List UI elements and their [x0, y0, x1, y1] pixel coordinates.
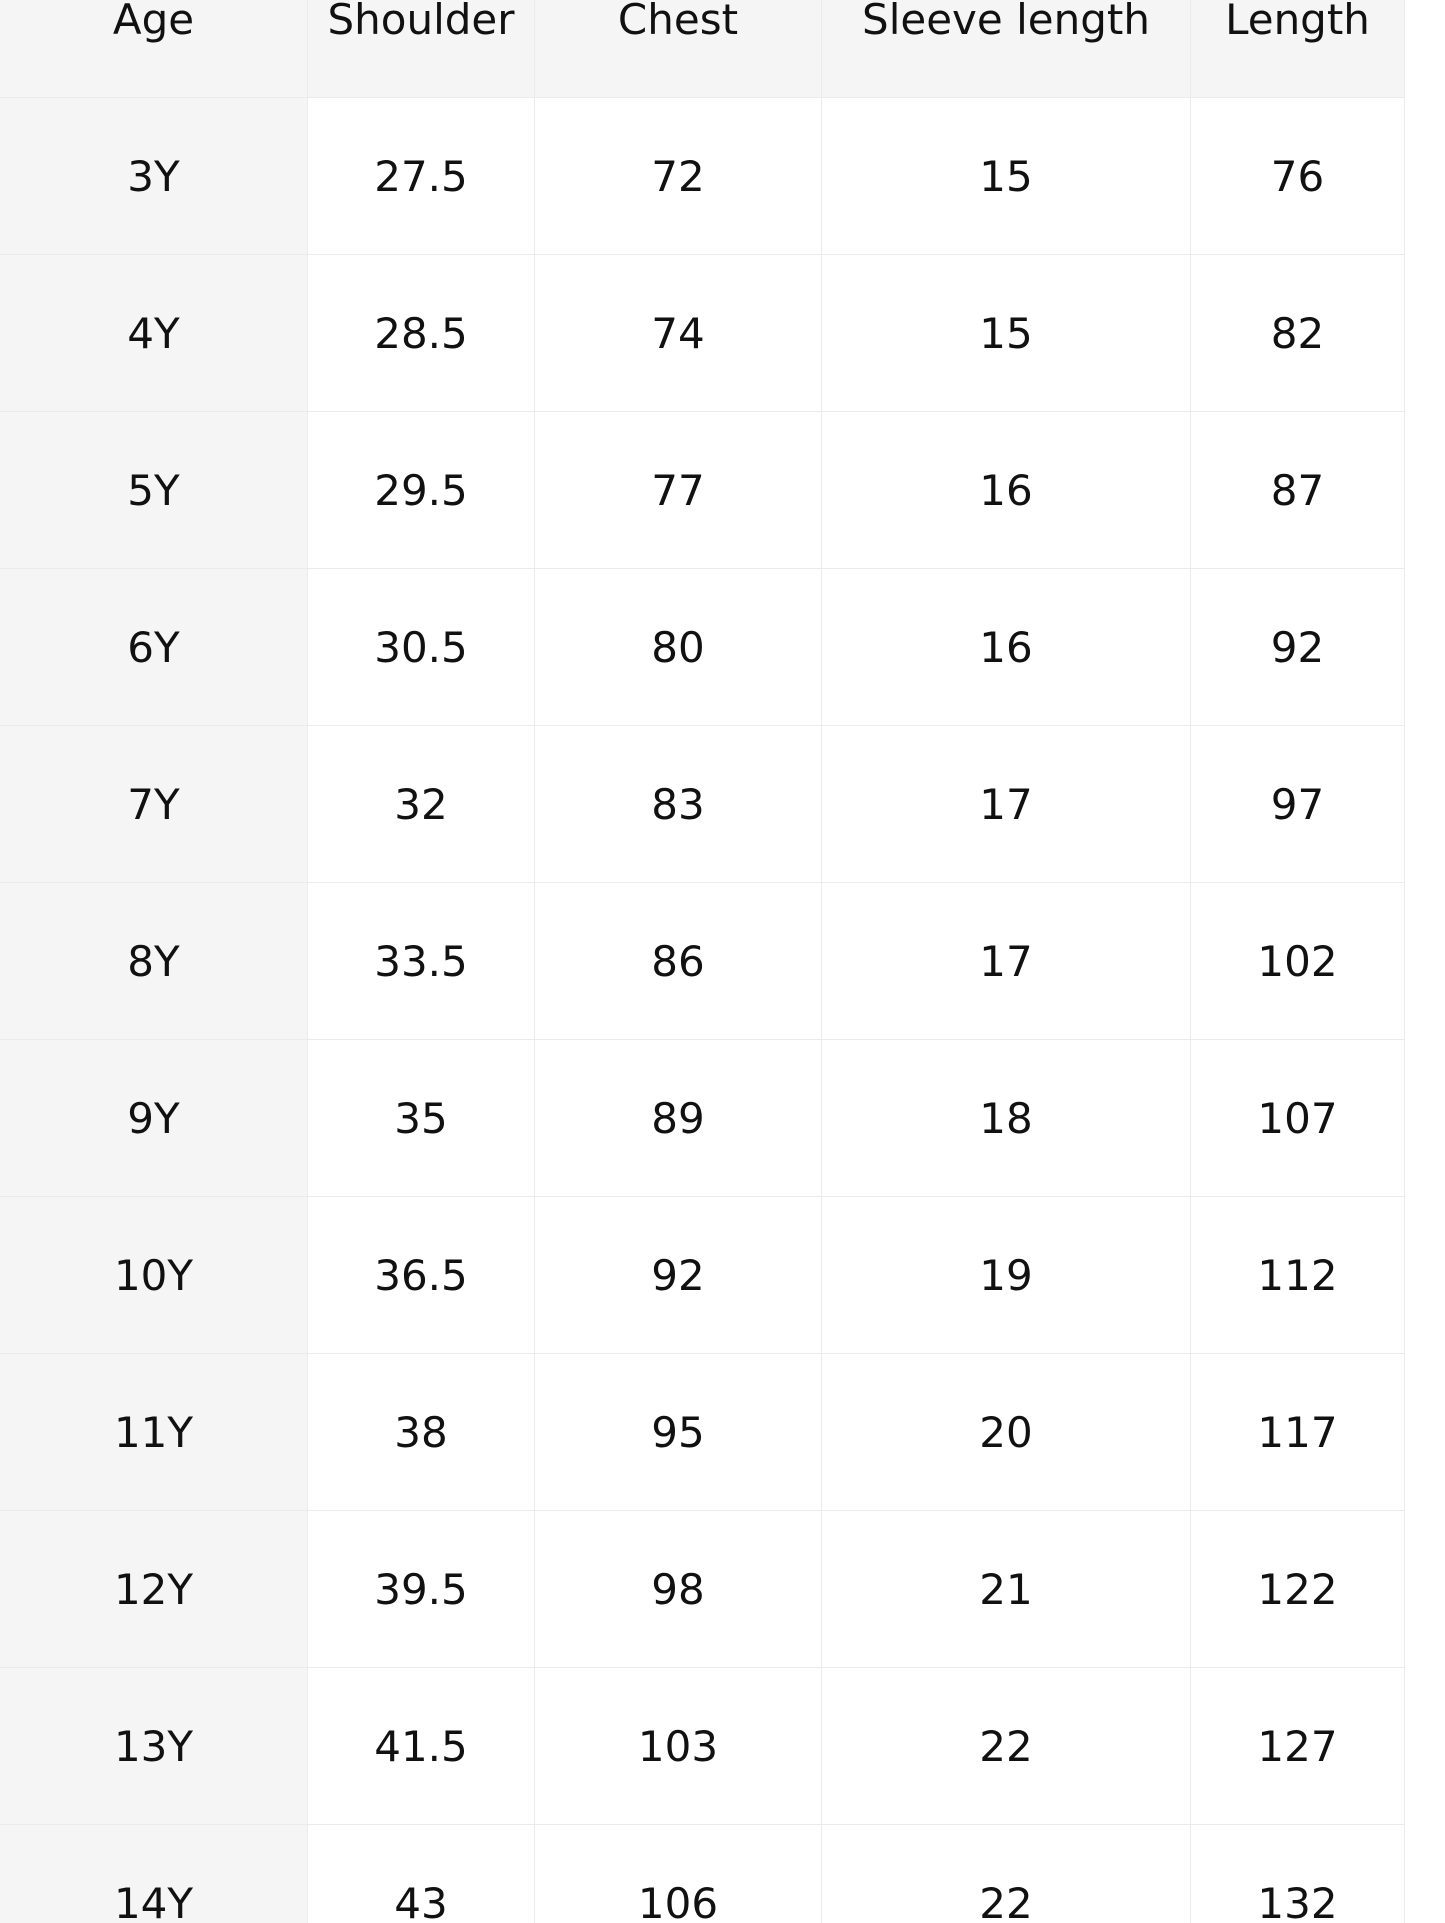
value-cell: 86: [535, 883, 822, 1040]
value-cell: 41.5: [308, 1668, 535, 1825]
age-cell: 8Y: [0, 883, 308, 1040]
value-cell: 39.5: [308, 1511, 535, 1668]
value-cell: 87: [1191, 412, 1405, 569]
age-cell: 9Y: [0, 1040, 308, 1197]
value-cell: 92: [1191, 569, 1405, 726]
age-cell: 4Y: [0, 255, 308, 412]
age-cell: 7Y: [0, 726, 308, 883]
header-cell: Sleeve length: [822, 0, 1191, 98]
age-cell: 6Y: [0, 569, 308, 726]
value-cell: 38: [308, 1354, 535, 1511]
value-cell: 32: [308, 726, 535, 883]
value-cell: 27.5: [308, 98, 535, 255]
value-cell: 15: [822, 98, 1191, 255]
value-cell: 35: [308, 1040, 535, 1197]
value-cell: 17: [822, 883, 1191, 1040]
value-cell: 19: [822, 1197, 1191, 1354]
value-cell: 97: [1191, 726, 1405, 883]
age-cell: 14Y: [0, 1825, 308, 1923]
value-cell: 77: [535, 412, 822, 569]
value-cell: 16: [822, 412, 1191, 569]
value-cell: 83: [535, 726, 822, 883]
age-cell: 3Y: [0, 98, 308, 255]
value-cell: 16: [822, 569, 1191, 726]
value-cell: 107: [1191, 1040, 1405, 1197]
value-cell: 76: [1191, 98, 1405, 255]
value-cell: 112: [1191, 1197, 1405, 1354]
value-cell: 102: [1191, 883, 1405, 1040]
age-cell: 10Y: [0, 1197, 308, 1354]
header-cell: Shoulder: [308, 0, 535, 98]
value-cell: 122: [1191, 1511, 1405, 1668]
header-cell: Age: [0, 0, 308, 98]
value-cell: 89: [535, 1040, 822, 1197]
age-cell: 12Y: [0, 1511, 308, 1668]
value-cell: 43: [308, 1825, 535, 1923]
header-cell: Length: [1191, 0, 1405, 98]
value-cell: 74: [535, 255, 822, 412]
age-cell: 11Y: [0, 1354, 308, 1511]
value-cell: 98: [535, 1511, 822, 1668]
value-cell: 95: [535, 1354, 822, 1511]
value-cell: 92: [535, 1197, 822, 1354]
value-cell: 103: [535, 1668, 822, 1825]
value-cell: 17: [822, 726, 1191, 883]
value-cell: 20: [822, 1354, 1191, 1511]
value-cell: 28.5: [308, 255, 535, 412]
age-cell: 5Y: [0, 412, 308, 569]
header-cell: Chest: [535, 0, 822, 98]
value-cell: 127: [1191, 1668, 1405, 1825]
value-cell: 132: [1191, 1825, 1405, 1923]
value-cell: 106: [535, 1825, 822, 1923]
value-cell: 117: [1191, 1354, 1405, 1511]
value-cell: 29.5: [308, 412, 535, 569]
value-cell: 22: [822, 1825, 1191, 1923]
value-cell: 72: [535, 98, 822, 255]
value-cell: 80: [535, 569, 822, 726]
value-cell: 18: [822, 1040, 1191, 1197]
value-cell: 82: [1191, 255, 1405, 412]
value-cell: 30.5: [308, 569, 535, 726]
age-cell: 13Y: [0, 1668, 308, 1825]
value-cell: 33.5: [308, 883, 535, 1040]
value-cell: 22: [822, 1668, 1191, 1825]
value-cell: 36.5: [308, 1197, 535, 1354]
value-cell: 21: [822, 1511, 1191, 1668]
value-cell: 15: [822, 255, 1191, 412]
